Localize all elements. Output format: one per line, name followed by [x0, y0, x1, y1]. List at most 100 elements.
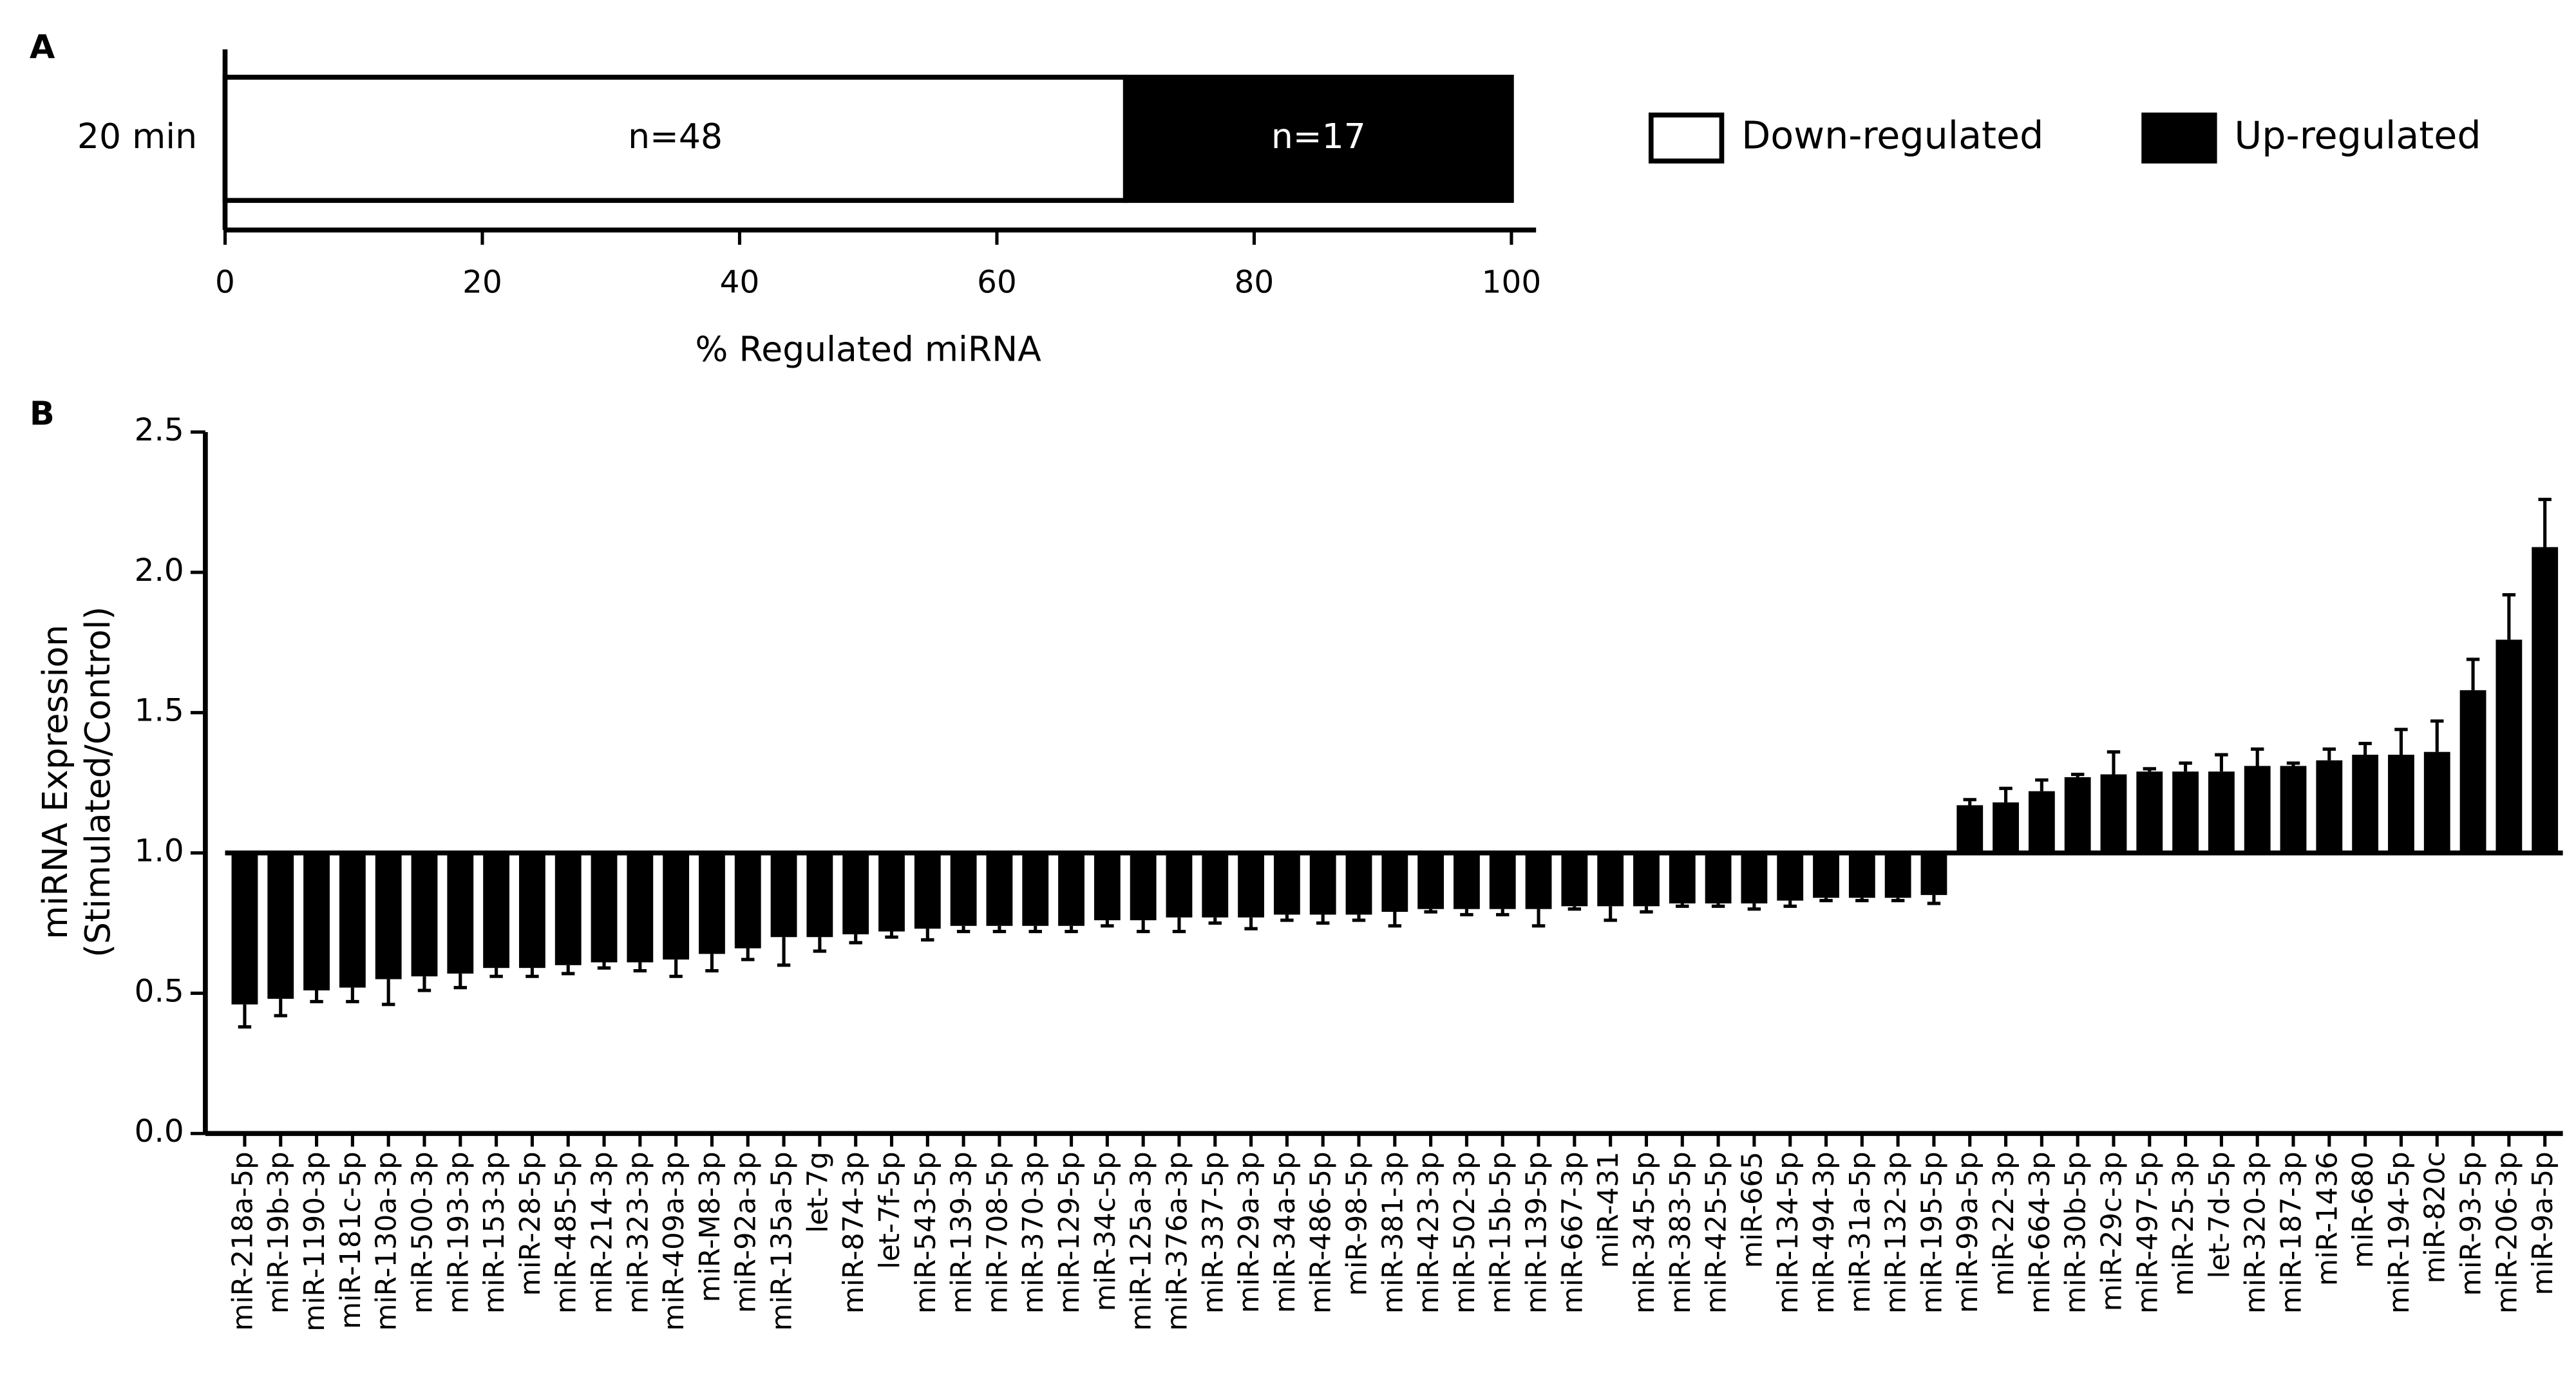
error-bar — [1567, 906, 1582, 911]
error-bar — [2251, 747, 2264, 766]
x-tick-label: miR-383-5p — [1665, 1151, 1697, 1314]
bar — [2064, 777, 2091, 853]
x-tick-label: let-7d-5p — [2204, 1151, 2236, 1278]
bar — [1273, 853, 1300, 915]
x-tick-label: miR-193-3p — [442, 1151, 475, 1314]
bar — [842, 853, 869, 934]
bar — [1309, 853, 1336, 915]
error-bar — [2179, 761, 2192, 772]
x-tick-label: miR-1190-3p — [299, 1151, 331, 1331]
bar-segment — [1122, 75, 1514, 203]
error-bar — [992, 925, 1007, 934]
x-tick-label: miR-206-3p — [2491, 1151, 2523, 1314]
bar — [1094, 853, 1121, 921]
error-bar — [2070, 772, 2085, 777]
bar — [1633, 853, 1660, 907]
value-label: n=17 — [1271, 116, 1366, 156]
bar — [1130, 853, 1157, 921]
bar — [1454, 853, 1480, 909]
error-bar — [274, 999, 287, 1017]
error-bar — [2430, 719, 2444, 752]
error-bar — [526, 968, 539, 978]
error-bar — [2143, 767, 2157, 772]
x-tick-label: miR-9a-5p — [2527, 1151, 2559, 1295]
bar — [770, 853, 797, 938]
y-axis-label: miRNA Expression — [35, 625, 75, 940]
x-tick-label: miR-19b-3p — [263, 1151, 295, 1314]
error-bar — [1604, 906, 1617, 922]
bar — [1848, 853, 1875, 898]
bar — [1058, 853, 1084, 926]
bar — [627, 853, 654, 963]
error-bar — [813, 937, 827, 953]
x-tick-label: miR-15b-5p — [1485, 1151, 1517, 1314]
x-tick-label: miR-34a-5p — [1269, 1151, 1302, 1313]
x-tick-label: miR-664-3p — [2024, 1151, 2056, 1314]
bar — [2208, 771, 2235, 853]
bar — [1741, 853, 1768, 903]
x-tick-label: miR-98-5p — [1341, 1151, 1374, 1296]
x-tick-label: miR-134-5p — [1772, 1151, 1804, 1314]
error-bar — [1963, 798, 1976, 806]
x-tick-label: let-7f-5p — [874, 1151, 906, 1269]
bar — [1920, 853, 1947, 895]
error-bar — [885, 931, 898, 939]
bar — [2136, 771, 2163, 853]
bar — [2280, 766, 2307, 853]
error-bar — [2035, 778, 2049, 791]
bar — [447, 853, 474, 974]
bar — [914, 853, 941, 929]
y-tick-label: 2.0 — [135, 553, 184, 589]
bar — [1884, 853, 1911, 898]
error-bar — [633, 962, 647, 973]
x-tick-label: miR-423-3p — [1413, 1151, 1445, 1314]
x-tick-label: miR-93-5p — [2456, 1151, 2488, 1296]
error-bar — [1280, 914, 1294, 922]
bar — [2316, 760, 2343, 853]
x-tick-label: miR-667-3p — [1557, 1151, 1589, 1314]
error-bar — [1927, 894, 1941, 905]
error-bar — [921, 929, 934, 942]
y-tick-label: 0.5 — [135, 973, 184, 1009]
error-bar — [1819, 898, 1833, 903]
x-tick-label: miR-345-5p — [1629, 1151, 1661, 1314]
error-bar — [669, 959, 683, 978]
x-tick-label: miR-708-5p — [981, 1151, 1014, 1314]
x-tick-label: miR-214-3p — [587, 1151, 619, 1314]
bar — [950, 853, 977, 926]
bar — [1345, 853, 1372, 915]
x-tick-label: miR-370-3p — [1018, 1151, 1050, 1314]
x-tick-label: miR-425-5p — [1701, 1151, 1733, 1314]
x-tick-label: miR-130a-3p — [371, 1151, 403, 1330]
x-tick-label: miR-29a-3p — [1233, 1151, 1265, 1313]
bar — [375, 853, 402, 979]
x-tick-label: miR-129-5p — [1054, 1151, 1086, 1314]
y-tick-label: 20 min — [77, 116, 197, 156]
bar — [231, 853, 258, 1005]
legend-swatch — [1648, 112, 1725, 164]
x-tick-label: 100 — [1482, 264, 1541, 300]
error-bar — [2286, 761, 2300, 766]
error-bar — [1747, 903, 1761, 911]
bar — [1238, 853, 1264, 918]
x-tick-label: miR-187-3p — [2276, 1151, 2308, 1314]
error-bar — [2502, 593, 2516, 640]
bar — [663, 853, 690, 960]
x-tick-label: miR-820c — [2420, 1151, 2452, 1283]
error-bar — [1208, 917, 1222, 925]
error-bar — [1316, 914, 1330, 925]
error-bar — [346, 987, 359, 1004]
y-tick-label: 1.0 — [135, 833, 184, 869]
bar — [2532, 547, 2559, 853]
error-bar — [2466, 657, 2480, 690]
bar — [1669, 853, 1696, 903]
x-tick-label: miR-1436 — [2311, 1151, 2344, 1286]
error-bar — [1855, 898, 1869, 903]
bar-segment — [222, 75, 1128, 203]
bar — [2172, 771, 2199, 853]
bar — [1777, 853, 1804, 901]
x-tick-label: miR-543-5p — [910, 1151, 942, 1314]
x-tick-label: miR-502-3p — [1449, 1151, 1481, 1314]
error-bar — [1028, 925, 1042, 934]
